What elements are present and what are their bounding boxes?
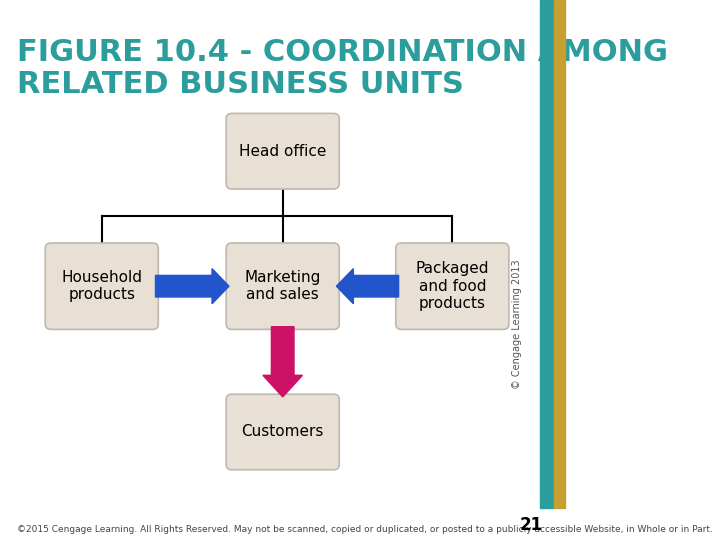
- FancyArrow shape: [156, 269, 229, 303]
- Text: Customers: Customers: [241, 424, 324, 440]
- Text: ©2015 Cengage Learning. All Rights Reserved. May not be scanned, copied or dupli: ©2015 Cengage Learning. All Rights Reser…: [17, 524, 713, 534]
- FancyBboxPatch shape: [226, 113, 339, 189]
- FancyBboxPatch shape: [45, 243, 158, 329]
- FancyArrow shape: [336, 269, 399, 303]
- FancyBboxPatch shape: [226, 394, 339, 470]
- Text: Head office: Head office: [239, 144, 326, 159]
- FancyArrow shape: [263, 327, 302, 397]
- Text: Marketing
and sales: Marketing and sales: [245, 270, 321, 302]
- Text: © Cengage Learning 2013: © Cengage Learning 2013: [513, 259, 522, 389]
- FancyBboxPatch shape: [396, 243, 509, 329]
- Text: 21: 21: [520, 516, 543, 534]
- Text: Packaged
and food
products: Packaged and food products: [415, 261, 489, 311]
- FancyBboxPatch shape: [226, 243, 339, 329]
- Text: FIGURE 10.4 - COORDINATION AMONG
RELATED BUSINESS UNITS: FIGURE 10.4 - COORDINATION AMONG RELATED…: [17, 38, 668, 99]
- Text: Household
products: Household products: [61, 270, 143, 302]
